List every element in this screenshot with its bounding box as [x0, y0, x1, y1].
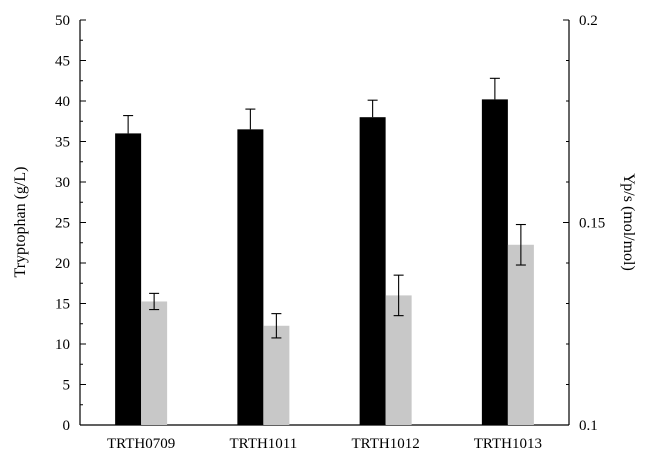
y2-tick-label: 0.1	[579, 418, 598, 434]
tryptophan-bar	[481, 99, 508, 425]
tryptophan-bar	[237, 129, 264, 425]
chart-bars	[115, 77, 534, 425]
y-tick-label: 45	[55, 54, 70, 70]
y-tick-label: 20	[55, 256, 70, 272]
tryptophan-bar	[359, 117, 386, 425]
x-tick-label: TRTH1012	[351, 436, 419, 452]
tryptophan-bar	[115, 133, 142, 425]
y2-tick-label: 0.2	[579, 13, 598, 29]
y-tick-label: 10	[55, 337, 70, 353]
y-tick-label: 30	[55, 175, 70, 191]
y-axis-title: Tryptophan (g/L)	[12, 167, 29, 278]
y-tick-label: 0	[63, 418, 71, 434]
x-tick-label: TRTH1011	[230, 436, 298, 452]
yield-bar	[385, 295, 412, 425]
chart-labels: 0 5 10 15 20 25 30 35 40 45 50 0.1 0.15 0.2 TRTH0709 TR…	[55, 13, 605, 452]
yield-bar	[141, 301, 168, 425]
x-tick-label: TRTH0709	[107, 436, 175, 452]
y-tick-label: 15	[55, 297, 70, 313]
y2-tick-label: 0.15	[579, 216, 605, 232]
y-tick-label: 25	[55, 216, 70, 232]
yield-bar	[263, 325, 290, 425]
y-tick-label: 40	[55, 94, 70, 110]
x-tick-label: TRTH1013	[474, 436, 542, 452]
y2-axis-title: Yp/s (mol/mol)	[620, 173, 637, 271]
y-tick-label: 5	[63, 378, 71, 394]
y-tick-label: 35	[55, 135, 70, 151]
yield-bar	[507, 244, 534, 425]
y-tick-label: 50	[55, 13, 70, 29]
